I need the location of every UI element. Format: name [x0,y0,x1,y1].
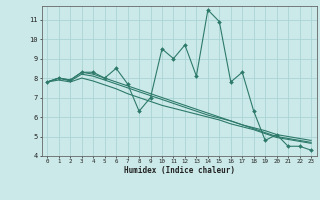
X-axis label: Humidex (Indice chaleur): Humidex (Indice chaleur) [124,166,235,175]
